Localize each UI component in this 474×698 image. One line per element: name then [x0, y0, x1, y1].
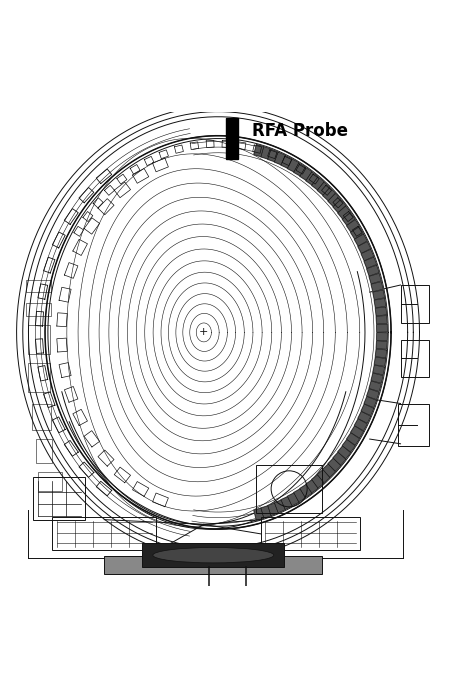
Bar: [401, 339, 429, 378]
Bar: [256, 465, 322, 512]
Polygon shape: [371, 373, 383, 383]
Polygon shape: [333, 452, 346, 465]
Bar: [261, 517, 360, 551]
Polygon shape: [254, 144, 264, 156]
Polygon shape: [267, 149, 278, 162]
Polygon shape: [367, 389, 379, 399]
Bar: [52, 517, 156, 551]
Polygon shape: [306, 480, 318, 493]
Polygon shape: [333, 200, 346, 212]
Polygon shape: [274, 152, 285, 165]
Polygon shape: [373, 290, 384, 299]
Polygon shape: [254, 508, 264, 520]
Polygon shape: [311, 177, 324, 190]
Polygon shape: [261, 506, 271, 518]
Polygon shape: [346, 220, 359, 232]
Polygon shape: [261, 147, 271, 159]
Polygon shape: [342, 440, 355, 452]
Bar: [32, 403, 51, 429]
Polygon shape: [369, 381, 381, 392]
Polygon shape: [377, 325, 387, 332]
Polygon shape: [281, 156, 292, 168]
Polygon shape: [281, 497, 292, 510]
Bar: [226, 118, 238, 159]
Polygon shape: [328, 193, 341, 207]
Polygon shape: [338, 446, 351, 459]
Polygon shape: [311, 475, 324, 488]
Polygon shape: [287, 493, 299, 506]
Polygon shape: [371, 282, 383, 292]
Polygon shape: [377, 333, 387, 341]
Polygon shape: [287, 159, 299, 172]
Polygon shape: [317, 182, 330, 195]
Polygon shape: [367, 265, 379, 276]
Polygon shape: [300, 484, 312, 498]
Polygon shape: [351, 426, 364, 438]
Bar: [104, 556, 322, 574]
Text: RFA Probe: RFA Probe: [252, 122, 348, 140]
Text: +: +: [199, 327, 209, 337]
Polygon shape: [358, 242, 371, 253]
Polygon shape: [267, 503, 278, 516]
Bar: [28, 325, 50, 354]
Polygon shape: [369, 274, 381, 283]
Polygon shape: [328, 459, 341, 471]
Bar: [38, 473, 62, 491]
Polygon shape: [355, 235, 367, 246]
Bar: [401, 285, 429, 323]
Polygon shape: [364, 396, 376, 408]
Polygon shape: [358, 412, 371, 423]
Polygon shape: [376, 315, 387, 324]
Polygon shape: [293, 163, 305, 176]
Polygon shape: [361, 249, 374, 260]
Polygon shape: [293, 489, 305, 502]
Polygon shape: [346, 433, 359, 445]
Polygon shape: [376, 341, 387, 349]
Polygon shape: [361, 404, 374, 415]
Polygon shape: [300, 168, 312, 180]
Polygon shape: [373, 365, 384, 375]
Polygon shape: [355, 419, 367, 431]
Polygon shape: [375, 307, 387, 315]
Polygon shape: [306, 172, 318, 185]
Ellipse shape: [153, 547, 274, 563]
Bar: [26, 304, 51, 315]
Bar: [33, 477, 85, 519]
Polygon shape: [351, 227, 364, 239]
Polygon shape: [342, 213, 355, 225]
Bar: [26, 280, 51, 292]
Polygon shape: [323, 464, 335, 477]
Polygon shape: [317, 470, 330, 482]
Polygon shape: [274, 500, 285, 512]
Polygon shape: [323, 188, 335, 200]
Polygon shape: [338, 206, 351, 218]
Polygon shape: [375, 349, 387, 357]
Polygon shape: [374, 357, 386, 366]
Bar: [142, 543, 284, 567]
Polygon shape: [374, 299, 386, 308]
Bar: [36, 439, 52, 463]
Bar: [398, 403, 429, 446]
Polygon shape: [364, 258, 376, 268]
Bar: [28, 363, 50, 392]
